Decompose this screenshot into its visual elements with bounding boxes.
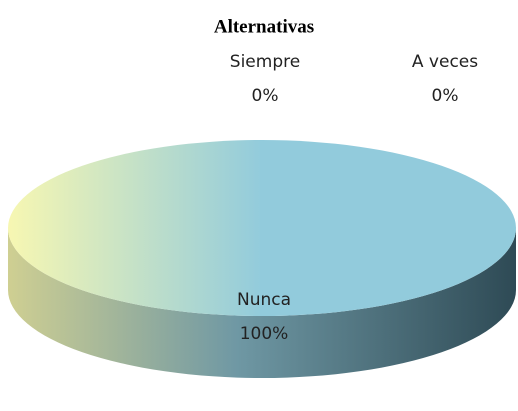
slice-value-label: 0% — [252, 86, 279, 106]
chart-title: Alternativas — [214, 16, 314, 37]
slice-name: Siempre — [230, 52, 300, 72]
pie-slice — [8, 140, 516, 316]
slice-value-label: 100% — [240, 324, 289, 344]
slice-name: A veces — [412, 52, 478, 72]
slice-name: Nunca — [237, 290, 291, 310]
slice-value-label: 0% — [432, 86, 459, 106]
labels: Siempre 0% A veces 0% Nunca 100% — [230, 52, 478, 344]
pie — [8, 140, 516, 378]
pie-side — [8, 228, 516, 378]
